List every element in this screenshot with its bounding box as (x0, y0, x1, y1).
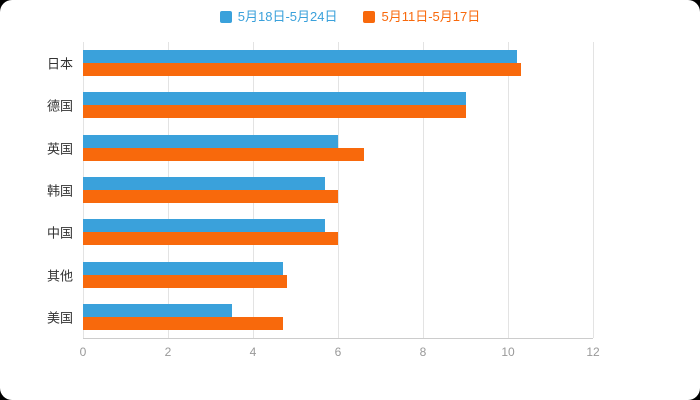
bar-group: 其他 (47, 261, 593, 288)
bar-group: 日本 (47, 50, 593, 77)
gridline (508, 42, 509, 338)
category-label: 韩国 (46, 183, 73, 199)
x-axis-tick-label: 0 (79, 345, 87, 359)
bar-series2[interactable] (83, 105, 466, 119)
bar-group: 德国 (47, 92, 593, 119)
plot-area: 日本德国英国韩国中国其他美国 0 2 4 6 8 10 12 (47, 42, 600, 359)
legend-label-series2: 5月11日-5月17日 (381, 9, 481, 24)
bar-series1[interactable] (83, 303, 232, 317)
category-label: 美国 (46, 310, 73, 326)
gridline (423, 42, 424, 338)
bar-series1[interactable] (83, 134, 338, 148)
x-axis-tick-label: 8 (419, 345, 427, 359)
bar-series2[interactable] (83, 316, 283, 330)
bar-series1[interactable] (83, 50, 517, 64)
bar-series1[interactable] (83, 261, 283, 275)
x-axis-tick-label: 6 (334, 345, 342, 359)
x-axis-tick-label: 12 (586, 345, 600, 359)
x-axis-tick-label: 10 (501, 345, 515, 359)
bar-series1[interactable] (83, 219, 326, 233)
legend-item-series1[interactable]: 5月18日-5月24日 (219, 9, 338, 24)
bar-series1[interactable] (83, 92, 466, 106)
category-label: 英国 (46, 141, 73, 157)
bar-series1[interactable] (83, 176, 326, 190)
x-axis-tick-label: 4 (249, 345, 257, 359)
bar-group: 美国 (47, 303, 593, 330)
category-label: 德国 (46, 98, 73, 114)
bar-group: 英国 (47, 134, 593, 161)
gridline (593, 42, 594, 338)
x-axis: 0 2 4 6 8 10 12 (79, 338, 600, 359)
bar-series2[interactable] (83, 63, 521, 77)
bar-series2[interactable] (83, 189, 338, 203)
legend-item-series2[interactable]: 5月11日-5月17日 (363, 10, 480, 24)
bar-rows: 日本德国英国韩国中国其他美国 (47, 42, 593, 338)
bar-series2[interactable] (83, 147, 364, 161)
legend-swatch-orange-icon (363, 11, 376, 23)
category-label: 中国 (46, 225, 73, 241)
gridline (338, 42, 339, 338)
x-axis-tick-label: 2 (164, 345, 172, 359)
category-label: 日本 (46, 56, 73, 72)
bar-group: 中国 (47, 219, 593, 246)
bar-series2[interactable] (83, 274, 287, 288)
legend-label-series1: 5月18日-5月24日 (237, 9, 338, 24)
legend-swatch-blue-icon (219, 11, 232, 23)
legend: 5月18日-5月24日 5月11日-5月17日 (0, 6, 700, 28)
bar-series2[interactable] (83, 232, 338, 246)
category-label: 其他 (46, 268, 73, 284)
bar-group: 韩国 (47, 176, 593, 203)
